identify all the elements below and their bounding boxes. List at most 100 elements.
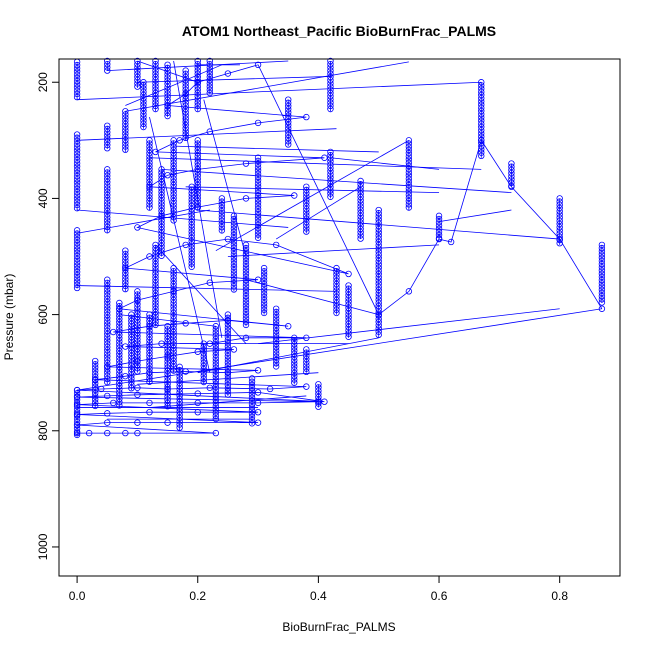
data-point	[182, 320, 189, 327]
data-point	[140, 117, 147, 124]
data-point	[91, 367, 99, 374]
connector-line	[245, 279, 379, 315]
data-point	[508, 166, 515, 174]
data-point	[182, 125, 189, 132]
data-point	[146, 365, 153, 373]
data-point	[146, 359, 153, 366]
data-point	[140, 95, 147, 102]
data-point	[170, 316, 177, 323]
data-point	[116, 315, 123, 323]
data-point	[170, 156, 177, 163]
data-point	[146, 153, 153, 160]
data-point	[315, 390, 322, 398]
data-point	[405, 149, 413, 157]
data-point	[272, 340, 280, 348]
data-point	[405, 146, 413, 154]
data-point	[194, 185, 201, 192]
data-point	[230, 225, 238, 232]
data-point	[435, 212, 443, 220]
data-point	[224, 365, 232, 373]
data-point	[104, 327, 111, 335]
data-point	[315, 398, 322, 405]
data-point	[212, 351, 220, 359]
data-point	[478, 152, 485, 160]
data-point	[327, 67, 334, 74]
data-point	[170, 284, 177, 291]
data-point	[218, 227, 226, 234]
data-point	[327, 148, 334, 156]
data-point	[146, 343, 153, 350]
data-point	[248, 413, 256, 421]
connector-line	[185, 186, 440, 194]
data-point	[182, 77, 189, 84]
data-point	[224, 320, 232, 328]
data-point	[218, 211, 226, 218]
data-point	[598, 251, 606, 258]
data-point	[556, 204, 563, 212]
data-point	[357, 177, 364, 185]
data-point	[327, 180, 334, 188]
data-point	[140, 82, 147, 89]
data-point	[254, 228, 262, 235]
data-point	[122, 247, 129, 254]
data-point	[134, 67, 141, 74]
data-point	[230, 247, 238, 255]
data-point	[134, 70, 141, 77]
data-point	[134, 296, 141, 304]
data-point	[194, 203, 201, 211]
data-point	[73, 393, 81, 401]
data-point	[176, 424, 183, 431]
data-point	[104, 188, 111, 195]
data-point	[333, 284, 340, 291]
data-point	[152, 318, 159, 325]
data-point	[254, 180, 262, 187]
data-point	[405, 188, 413, 195]
data-point	[254, 160, 262, 168]
data-point	[303, 368, 310, 376]
connector-line	[173, 145, 379, 153]
data-point	[73, 172, 81, 180]
data-point	[158, 212, 165, 220]
data-point	[303, 218, 310, 226]
data-point	[230, 263, 238, 271]
data-point	[375, 270, 382, 278]
data-point	[260, 268, 268, 275]
data-point	[158, 207, 165, 215]
data-point	[73, 271, 81, 279]
data-point	[134, 391, 141, 398]
data-point	[200, 353, 207, 360]
data-point	[260, 280, 268, 288]
data-point	[104, 138, 111, 146]
data-point	[405, 191, 413, 198]
data-point	[158, 210, 165, 218]
data-point	[375, 299, 382, 307]
data-point	[327, 171, 334, 178]
data-point	[134, 332, 141, 340]
data-point	[134, 73, 141, 81]
data-point	[478, 82, 485, 89]
data-point	[170, 204, 177, 211]
data-point	[194, 83, 201, 90]
data-point	[182, 80, 189, 87]
data-point	[104, 129, 111, 136]
data-point	[134, 300, 141, 308]
data-point	[357, 216, 364, 223]
data-point	[152, 96, 159, 103]
data-point	[303, 212, 310, 219]
data-point	[556, 211, 563, 218]
data-point	[73, 230, 81, 237]
data-point	[182, 102, 189, 110]
data-point	[152, 105, 159, 113]
data-point	[375, 302, 382, 310]
data-point	[272, 318, 280, 325]
data-point	[134, 57, 141, 65]
data-point	[194, 64, 201, 71]
data-point	[188, 244, 195, 251]
data-point	[272, 305, 280, 312]
data-point	[194, 70, 201, 77]
data-point	[598, 244, 606, 252]
data-point	[170, 367, 177, 374]
data-point	[170, 201, 177, 208]
data-point	[116, 354, 123, 361]
data-point	[435, 215, 443, 223]
